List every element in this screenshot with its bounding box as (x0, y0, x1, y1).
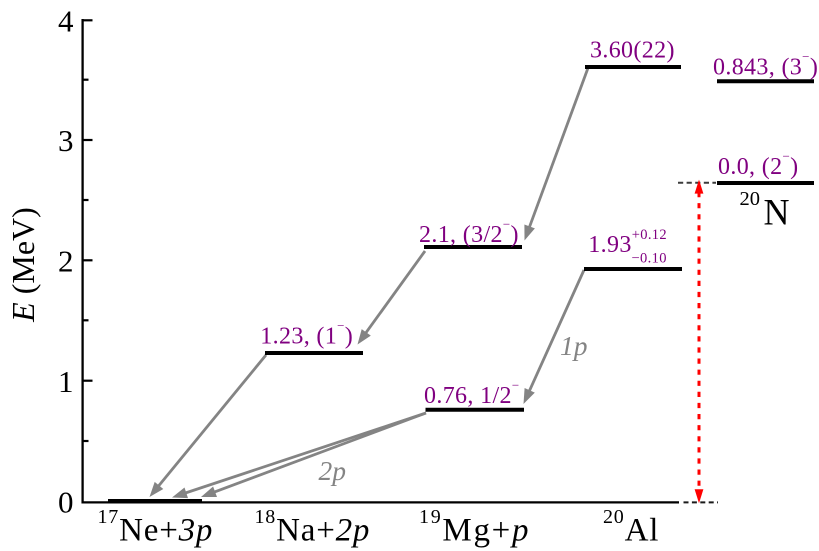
svg-text:18Na+2p: 18Na+2p (255, 506, 371, 549)
svg-text:19Mg+p: 19Mg+p (419, 506, 530, 549)
svg-text:1.93+0.12−0.10: 1.93+0.12 −0.10 (588, 227, 667, 267)
svg-text:3: 3 (58, 123, 74, 158)
svg-text:0: 0 (58, 485, 74, 520)
svg-text:20: 20 (740, 188, 761, 210)
svg-text:2.1, (3/2−): 2.1, (3/2−) (419, 217, 519, 249)
svg-text:1: 1 (58, 364, 74, 399)
svg-text:20Al: 20Al (603, 506, 659, 549)
svg-text:4: 4 (58, 4, 74, 39)
svg-text:1.23, (1−): 1.23, (1−) (260, 318, 353, 350)
svg-text:0.843, (3−): 0.843, (3−) (713, 49, 818, 81)
svg-text:0.0, (2−): 0.0, (2−) (718, 148, 798, 180)
svg-text:17Ne+3p: 17Ne+3p (98, 506, 214, 549)
svg-text:E (MeV): E (MeV) (5, 207, 41, 323)
svg-text:1p: 1p (560, 330, 588, 361)
svg-text:2p: 2p (319, 455, 347, 486)
svg-text:2: 2 (58, 244, 74, 279)
svg-text:0.76, 1/2−: 0.76, 1/2− (424, 378, 520, 410)
svg-text:N: N (764, 191, 790, 232)
svg-text:3.60(22): 3.60(22) (590, 38, 675, 64)
